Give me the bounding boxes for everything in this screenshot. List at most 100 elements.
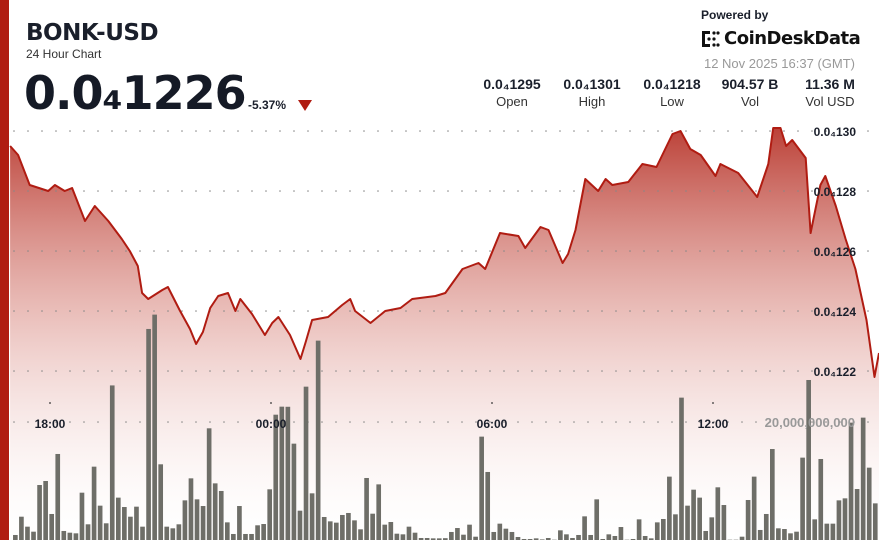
grid-dot [181, 310, 183, 312]
grid-dot [27, 250, 29, 252]
grid-dot [321, 310, 323, 312]
grid-dot [223, 370, 225, 372]
grid-dot [797, 250, 799, 252]
grid-dot [307, 370, 309, 372]
grid-dot [867, 250, 869, 252]
grid-dot [461, 310, 463, 312]
x-tick-label: 18:00 [35, 417, 66, 431]
grid-dot [69, 310, 71, 312]
volume-bar [667, 476, 672, 540]
volume-bar [467, 524, 472, 540]
grid-dot [643, 370, 645, 372]
volume-bar [327, 521, 333, 540]
y-axis-labels: 0.0₄130 0.0₄128 0.0₄126 0.0₄124 0.0₄122 [814, 125, 857, 379]
grid-dot [685, 310, 687, 312]
grid-dot [419, 310, 421, 312]
grid-dot [223, 190, 225, 192]
volume-bar [685, 505, 690, 540]
grid-dot [321, 421, 323, 423]
grid-dot [41, 190, 43, 192]
volume-bar [854, 489, 860, 540]
grid-dot [55, 370, 57, 372]
volume-bar [115, 497, 121, 540]
grid-dot [419, 130, 421, 132]
volume-bar [267, 489, 273, 540]
volume-bar [503, 528, 509, 540]
grid-dot [97, 190, 99, 192]
volume-bar [630, 538, 636, 540]
stat-value: 0.0₄1218 [643, 76, 701, 92]
grid-dot [41, 310, 43, 312]
grid-dot [209, 130, 211, 132]
grid-dot [195, 421, 197, 423]
volume-bar [49, 513, 55, 540]
volume-bar [497, 523, 503, 540]
grid-dot [587, 190, 589, 192]
grid-dot [699, 370, 701, 372]
grid-dot [573, 130, 575, 132]
x-tick-mark [270, 402, 272, 404]
grid-dot [615, 310, 617, 312]
grid-dot [391, 190, 393, 192]
grid-dot [713, 310, 715, 312]
volume-bar [576, 534, 581, 540]
grid-dot [55, 130, 57, 132]
grid-dot [405, 370, 407, 372]
grid-dot [125, 370, 127, 372]
grid-dot [69, 130, 71, 132]
grid-dot [713, 370, 715, 372]
grid-dot [83, 130, 85, 132]
volume-bar [485, 471, 491, 540]
grid-dot [251, 310, 253, 312]
volume-bar [188, 478, 194, 540]
volume-bar [394, 533, 400, 540]
grid-dot [657, 370, 659, 372]
price-area-fill [10, 128, 879, 540]
grid-dot [811, 250, 813, 252]
volume-bar [309, 493, 315, 540]
grid-dot [433, 421, 435, 423]
volume-bar [13, 534, 18, 540]
grid-dot [223, 310, 225, 312]
grid-dot [671, 421, 673, 423]
grid-dot [405, 421, 407, 423]
grid-dot [587, 130, 589, 132]
grid-dot [545, 190, 547, 192]
grid-dot [531, 130, 533, 132]
grid-dot [349, 310, 351, 312]
grid-dot [545, 370, 547, 372]
volume-bar [782, 529, 787, 540]
grid-dot [377, 190, 379, 192]
volume-bar [842, 498, 848, 540]
grid-dot [181, 190, 183, 192]
grid-dot [237, 310, 239, 312]
grid-dot [139, 310, 141, 312]
volume-bar [212, 483, 218, 540]
grid-dot [769, 421, 771, 423]
volume-bar [170, 528, 176, 540]
volume-bar [860, 417, 866, 540]
grid-dot [55, 190, 57, 192]
grid-dot [727, 421, 729, 423]
grid-dot [13, 310, 15, 312]
symbol-title: BONK-USD [26, 20, 159, 46]
volume-bar [545, 537, 551, 540]
grid-dot [685, 421, 687, 423]
grid-dot [363, 421, 365, 423]
grid-dot [139, 370, 141, 372]
grid-dot [545, 421, 547, 423]
grid-dot [419, 421, 421, 423]
grid-dot [713, 250, 715, 252]
volume-bar [418, 537, 424, 540]
grid-dot [139, 130, 141, 132]
y-tick-label: 0.0₄124 [814, 305, 857, 319]
volume-bar [691, 489, 696, 540]
grid-dot [293, 250, 295, 252]
stat-volume: 904.57 B Vol [705, 76, 795, 109]
grid-dot [727, 310, 729, 312]
grid-dot [853, 370, 855, 372]
volume-bar [91, 466, 97, 540]
grid-dot [657, 250, 659, 252]
grid-dot [797, 190, 799, 192]
grid-dot [867, 130, 869, 132]
